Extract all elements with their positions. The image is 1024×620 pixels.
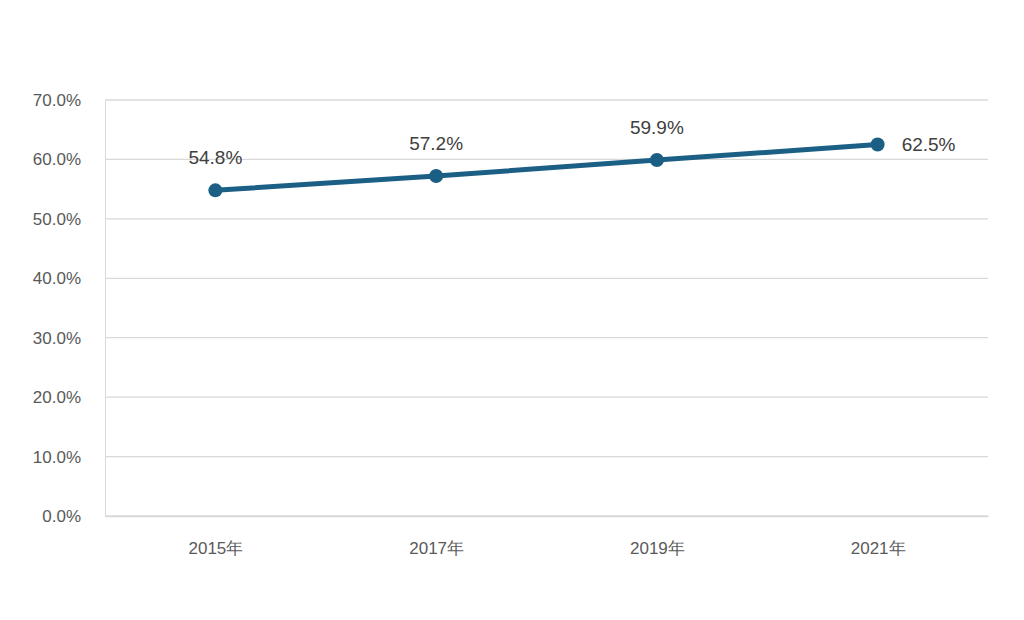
marker bbox=[871, 138, 885, 152]
y-tick: 50.0% bbox=[33, 210, 105, 229]
grid-line bbox=[105, 515, 988, 516]
marker bbox=[429, 169, 443, 183]
x-tick-label: 2017年 bbox=[409, 539, 464, 558]
grid-line bbox=[105, 99, 988, 100]
y-axis-line bbox=[105, 101, 106, 517]
data-label: 62.5% bbox=[902, 134, 956, 155]
y-tick-label: 60.0% bbox=[33, 150, 81, 169]
y-tick-label: 70.0% bbox=[33, 91, 81, 110]
y-axis: 0.0% 10.0% 20.0% 30.0% 40.0% 50.0% 60.0% 70.0% bbox=[33, 91, 106, 526]
chart: 0.0% 10.0% 20.0% 30.0% 40.0% 50.0% 60.0% 70.0% 2… bbox=[0, 0, 1024, 620]
y-tick: 40.0% bbox=[33, 269, 105, 288]
x-tick-label: 2015年 bbox=[188, 539, 243, 558]
x-tick-label: 2019年 bbox=[630, 539, 685, 558]
y-tick: 0.0% bbox=[42, 507, 105, 526]
x-tick-label: 2021年 bbox=[851, 539, 906, 558]
y-tick-label: 20.0% bbox=[33, 388, 81, 407]
grid-line bbox=[105, 337, 988, 338]
grid bbox=[105, 100, 988, 516]
grid-line bbox=[105, 456, 988, 457]
y-tick-label: 10.0% bbox=[33, 448, 81, 467]
y-tick: 70.0% bbox=[33, 91, 105, 110]
x-axis-line bbox=[106, 516, 989, 517]
data-labels: 54.8% 57.2% 59.9% 62.5% bbox=[188, 117, 955, 168]
x-tick: 2019年 bbox=[630, 516, 685, 558]
x-tick: 2017年 bbox=[409, 516, 464, 558]
grid-line bbox=[105, 396, 988, 397]
data-label: 57.2% bbox=[409, 133, 463, 154]
plot-area bbox=[208, 138, 884, 198]
y-tick: 30.0% bbox=[33, 329, 105, 348]
x-axis: 2015年 2017年 2019年 2021年 bbox=[106, 516, 989, 558]
y-tick: 10.0% bbox=[33, 448, 105, 467]
x-tick: 2015年 bbox=[188, 516, 243, 558]
grid-line bbox=[105, 278, 988, 279]
y-tick: 60.0% bbox=[33, 150, 105, 169]
y-tick-label: 0.0% bbox=[42, 507, 81, 526]
y-tick: 20.0% bbox=[33, 388, 105, 407]
x-tick: 2021年 bbox=[851, 516, 906, 558]
y-tick-label: 40.0% bbox=[33, 269, 81, 288]
y-tick-label: 50.0% bbox=[33, 210, 81, 229]
marker bbox=[208, 183, 222, 197]
marker bbox=[650, 153, 664, 167]
line bbox=[215, 145, 877, 191]
y-tick-label: 30.0% bbox=[33, 329, 81, 348]
data-label: 54.8% bbox=[188, 147, 242, 168]
data-label: 59.9% bbox=[630, 117, 684, 138]
grid-line bbox=[105, 218, 988, 219]
